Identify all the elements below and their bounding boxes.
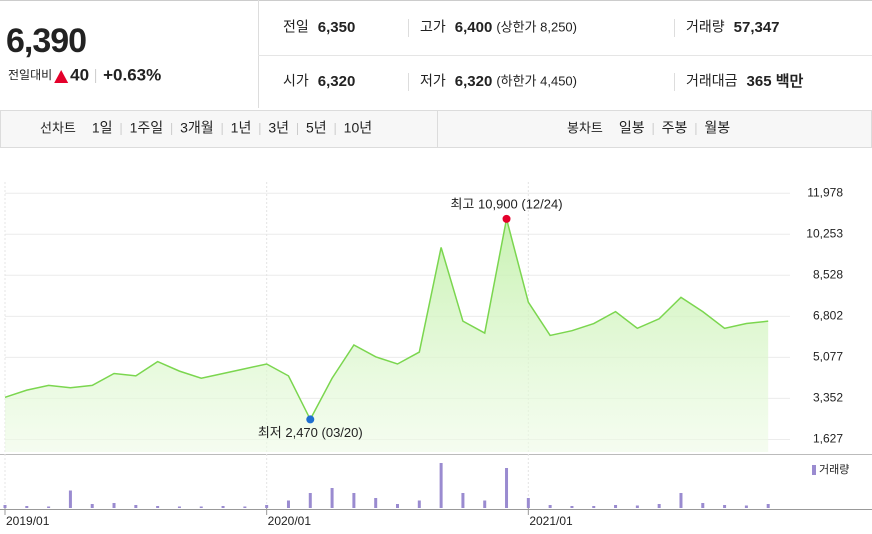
stat-value: 6,320: [455, 73, 493, 90]
stat-value: 6,320: [318, 73, 356, 90]
y-tick-label: 10,253: [806, 226, 843, 240]
volume-bar: [526, 498, 530, 508]
stat-note: (하한가 4,450): [496, 73, 577, 88]
volume-bar: [330, 488, 334, 508]
period-option[interactable]: 3년: [268, 120, 289, 136]
annotation: 최저 2,470 (03/20): [258, 425, 363, 440]
period-option[interactable]: 5년: [306, 120, 327, 136]
period-option[interactable]: 1주일: [130, 120, 164, 136]
volume-bar: [657, 504, 661, 508]
price: 6,390: [6, 22, 86, 60]
extreme-marker: [306, 415, 315, 424]
toolbar: [0, 110, 872, 148]
y-tick-label: 6,802: [813, 309, 843, 323]
period-option[interactable]: 1일: [92, 120, 113, 136]
volume-bar: [417, 500, 421, 508]
volume-bar: [134, 505, 138, 508]
volume-bar: [374, 498, 378, 508]
volume-bar: [68, 490, 72, 508]
volume-bar: [439, 463, 443, 508]
period-option[interactable]: 3개월: [180, 120, 214, 136]
period-option[interactable]: 주봉: [662, 120, 688, 136]
volume-bar: [505, 468, 509, 508]
period-option[interactable]: 10년: [344, 120, 372, 136]
volume-bar: [352, 493, 356, 508]
period-option[interactable]: 일봉: [619, 120, 645, 136]
legend-label: 거래량: [819, 463, 849, 476]
x-tick-label: 2019/01: [6, 514, 50, 528]
change-label: 전일대비: [8, 68, 52, 82]
area-fill: [5, 218, 769, 452]
annotation: 최고 10,900 (12/24): [450, 196, 562, 211]
stat-label: 시가: [283, 73, 309, 89]
y-tick-label: 1,627: [813, 432, 843, 446]
y-tick-label: 5,077: [813, 350, 843, 364]
y-tick-label: 11,978: [807, 185, 843, 199]
stat-label: 거래대금: [686, 73, 738, 89]
stat-value: 57,347: [734, 19, 780, 36]
volume-bar: [25, 506, 29, 508]
stat-label: 저가: [420, 73, 446, 89]
volume-bar: [243, 506, 247, 508]
volume-bar: [548, 505, 552, 508]
volume-bar: [3, 505, 7, 508]
volume-bar: [90, 504, 94, 508]
volume-bar: [635, 505, 639, 508]
volume-bar: [286, 500, 290, 508]
content: 6,390 전일대비 40 +0.63% 전일 6,350 고가 6,400 (상한가 8,25…: [0, 19, 872, 528]
volume-bar: [112, 503, 116, 508]
volume-bar: [483, 500, 487, 508]
change: 40: [70, 65, 89, 84]
volume-bar: [177, 506, 181, 508]
stat-label: 거래량: [686, 19, 725, 35]
volume-bar: [723, 505, 727, 508]
volume-bar: [461, 493, 465, 508]
volume-bar: [766, 504, 770, 508]
period-option[interactable]: 1년: [231, 120, 252, 136]
volume-bar: [265, 505, 269, 508]
volume-bar: [744, 505, 748, 508]
stat-note: (상한가 8,250): [496, 19, 577, 34]
volume-bar: [679, 493, 683, 508]
volume-bar: [221, 506, 225, 508]
period-option[interactable]: 월봉: [704, 120, 730, 136]
volume-bar: [592, 506, 596, 508]
x-tick-label: 2020/01: [268, 514, 312, 528]
toolbar-label: 봉차트: [567, 120, 603, 135]
volume-bar: [308, 493, 312, 508]
stat-label: 전일: [283, 19, 309, 35]
stat-label: 고가: [420, 19, 446, 35]
x-tick-label: 2021/01: [529, 514, 573, 528]
volume-bar: [156, 506, 160, 508]
y-tick-label: 3,352: [813, 391, 843, 405]
y-tick-label: 8,528: [813, 267, 843, 281]
legend-swatch: [812, 465, 816, 475]
change-pct: +0.63%: [103, 65, 161, 84]
volume-bar: [199, 506, 203, 508]
header-bg: [0, 0, 872, 108]
volume-bar: [570, 506, 574, 508]
toolbar-label: 선차트: [40, 120, 76, 135]
volume-bar: [701, 503, 705, 508]
volume-bar: [47, 506, 51, 508]
volume-bar: [614, 505, 618, 508]
stat-value: 365 백만: [747, 73, 804, 90]
price-line: [4, 218, 769, 422]
up-triangle: [54, 70, 69, 83]
volume-bar: [396, 504, 399, 508]
stat-value: 6,350: [318, 19, 356, 36]
stat-value: 6,400: [455, 19, 493, 36]
extreme-marker: [502, 214, 511, 223]
